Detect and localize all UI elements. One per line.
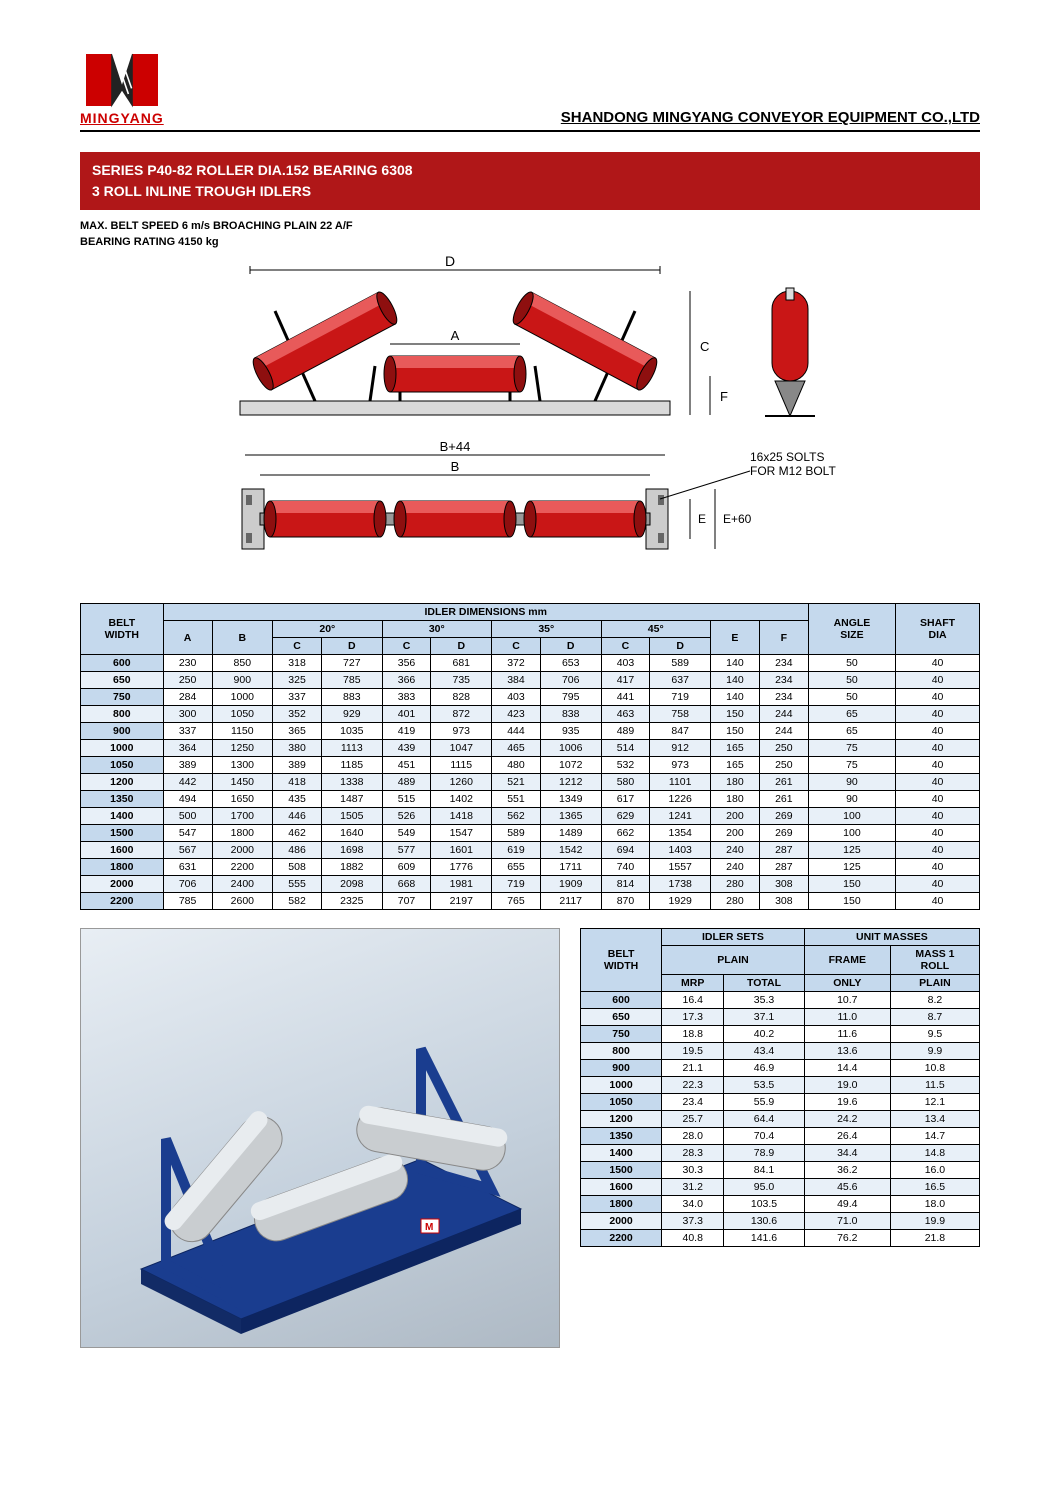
company-name: SHANDONG MINGYANG CONVEYOR EQUIPMENT CO.…	[561, 109, 980, 126]
th-idler: IDLER DIMENSIONS mm	[163, 604, 808, 621]
table-row: 8003001050352929401872423838463758150244…	[81, 706, 980, 723]
th-angle: ANGLE SIZE	[808, 604, 895, 655]
logo: MINGYANG	[80, 50, 164, 126]
table-row: 1350494165043514875151402551134961712261…	[81, 791, 980, 808]
page-header: MINGYANG SHANDONG MINGYANG CONVEYOR EQUI…	[80, 50, 980, 132]
table-row: 60016.435.310.78.2	[581, 992, 980, 1009]
table-row: 75018.840.211.69.5	[581, 1026, 980, 1043]
table-row: 2000706240055520986681981719190981417382…	[81, 876, 980, 893]
logo-text: MINGYANG	[80, 110, 164, 126]
spec-line1: MAX. BELT SPEED 6 m/s BROACHING PLAIN 22…	[80, 220, 980, 232]
svg-text:C: C	[700, 339, 709, 354]
svg-text:E+60: E+60	[723, 512, 752, 526]
dimensions-table: BELT WIDTH IDLER DIMENSIONS mm ANGLE SIZ…	[80, 603, 980, 910]
title-line2: 3 ROLL INLINE TROUGH IDLERS	[92, 181, 968, 202]
table-row: 120025.764.424.213.4	[581, 1111, 980, 1128]
title-line1: SERIES P40-82 ROLLER DIA.152 BEARING 630…	[92, 160, 968, 181]
product-render: M	[80, 928, 560, 1348]
table-row: 6502509003257853667353847064176371402345…	[81, 672, 980, 689]
table-row: 1800631220050818826091776655171174015572…	[81, 859, 980, 876]
table-row: 1600567200048616985771601619154269414032…	[81, 842, 980, 859]
table-row: 1500547180046216405491547589148966213542…	[81, 825, 980, 842]
svg-text:D: D	[445, 256, 455, 269]
spec-line2: BEARING RATING 4150 kg	[80, 236, 980, 248]
table-row: 1400500170044615055261418562136562912412…	[81, 808, 980, 825]
svg-text:E: E	[698, 512, 706, 526]
table-row: 140028.378.934.414.8	[581, 1145, 980, 1162]
table-row: 150030.384.136.216.0	[581, 1162, 980, 1179]
th-belt: BELT WIDTH	[81, 604, 164, 655]
table-row: 65017.337.111.08.7	[581, 1009, 980, 1026]
table-row: 90021.146.914.410.8	[581, 1060, 980, 1077]
mass-table: BELT WIDTH IDLER SETS UNIT MASSES PLAIN …	[580, 928, 980, 1247]
technical-diagram: D	[80, 256, 980, 591]
table-row: 7502841000337883383828403795441719140234…	[81, 689, 980, 706]
table-row: 1000364125038011134391047465100651491216…	[81, 740, 980, 757]
table-row: 6002308503187273566813726534035891402345…	[81, 655, 980, 672]
svg-text:B: B	[451, 459, 460, 474]
svg-text:B+44: B+44	[440, 439, 471, 454]
logo-icon	[82, 50, 162, 110]
svg-text:F: F	[720, 389, 728, 404]
table-row: 135028.070.426.414.7	[581, 1128, 980, 1145]
title-bar: SERIES P40-82 ROLLER DIA.152 BEARING 630…	[80, 152, 980, 210]
table-row: 180034.0103.549.418.0	[581, 1196, 980, 1213]
table-row: 1050389130038911854511115480107253297316…	[81, 757, 980, 774]
table-row: 220040.8141.676.221.8	[581, 1230, 980, 1247]
th-shaft: SHAFT DIA	[896, 604, 980, 655]
table-row: 105023.455.919.612.1	[581, 1094, 980, 1111]
table-row: 80019.543.413.69.9	[581, 1043, 980, 1060]
svg-text:A: A	[451, 328, 460, 343]
svg-text:M: M	[425, 1222, 433, 1233]
table-row: 2200785260058223257072197765211787019292…	[81, 893, 980, 910]
table-row: 1200442145041813384891260521121258011011…	[81, 774, 980, 791]
table-row: 160031.295.045.616.5	[581, 1179, 980, 1196]
svg-text:FOR M12 BOLT: FOR M12 BOLT	[750, 464, 836, 478]
table-row: 9003371150365103541997344493548984715024…	[81, 723, 980, 740]
table-row: 100022.353.519.011.5	[581, 1077, 980, 1094]
table-row: 200037.3130.671.019.9	[581, 1213, 980, 1230]
svg-text:16x25 SOLTS: 16x25 SOLTS	[750, 450, 824, 464]
